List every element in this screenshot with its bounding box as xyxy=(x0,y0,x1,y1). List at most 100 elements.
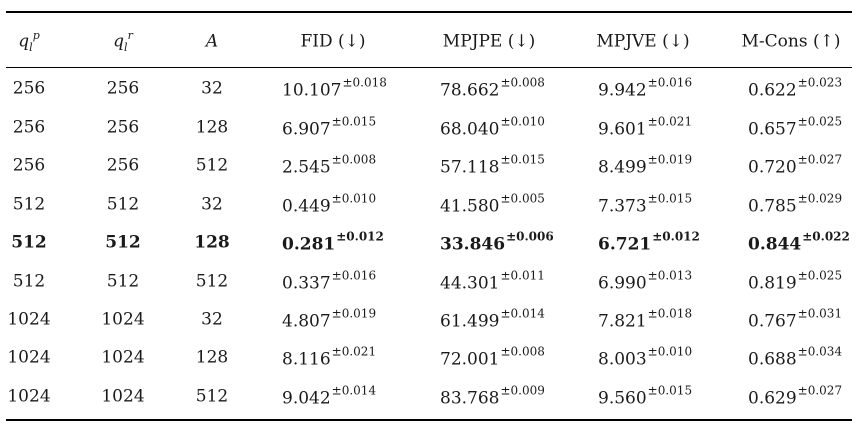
std-dev: ±0.021 xyxy=(647,114,693,129)
header-qlr: qlr xyxy=(113,28,133,55)
header-mpjve: MPJVE (↓) xyxy=(596,31,690,52)
cell-a: 32 xyxy=(201,309,223,330)
header-rule xyxy=(6,67,852,68)
std-dev: ±0.031 xyxy=(797,306,843,321)
cell-fid: 2.545±0.008 xyxy=(282,152,377,178)
cell-qlp: 512 xyxy=(12,271,46,292)
cell-qlp: 512 xyxy=(11,232,47,253)
cell-mpjve: 9.601±0.021 xyxy=(598,114,693,140)
cell-qlp: 1024 xyxy=(7,386,51,407)
cell-mcons: 0.767±0.031 xyxy=(748,306,843,332)
cell-mpjve: 8.003±0.010 xyxy=(598,344,693,370)
std-dev: ±0.022 xyxy=(802,229,850,244)
cell-a: 512 xyxy=(195,155,229,176)
std-dev: ±0.010 xyxy=(500,114,545,129)
cell-mpjpe: 68.040±0.010 xyxy=(440,114,545,140)
cell-a: 32 xyxy=(201,194,223,215)
std-dev: ±0.019 xyxy=(647,152,693,167)
cell-qlp: 256 xyxy=(12,117,46,138)
std-dev: ±0.021 xyxy=(331,344,377,359)
std-dev: ±0.025 xyxy=(797,114,843,129)
cell-mpjve: 6.721±0.012 xyxy=(598,229,700,255)
cell-mcons: 0.844±0.022 xyxy=(748,229,850,255)
std-dev: ±0.018 xyxy=(342,75,387,90)
std-dev: ±0.006 xyxy=(506,229,554,244)
cell-qlr: 512 xyxy=(106,271,140,292)
std-dev: ±0.015 xyxy=(331,114,377,129)
std-dev: ±0.034 xyxy=(797,344,843,359)
std-dev: ±0.005 xyxy=(500,191,545,206)
cell-qlr: 1024 xyxy=(101,386,145,407)
top-rule xyxy=(6,11,852,13)
cell-mpjpe: 44.301±0.011 xyxy=(440,268,545,294)
cell-fid: 0.281±0.012 xyxy=(282,229,384,255)
std-dev: ±0.025 xyxy=(797,268,843,283)
cell-qlp: 256 xyxy=(12,78,46,99)
cell-qlr: 256 xyxy=(106,155,140,176)
cell-a: 128 xyxy=(195,117,229,138)
cell-qlr: 1024 xyxy=(101,347,145,368)
cell-mpjve: 9.942±0.016 xyxy=(598,75,693,101)
std-dev: ±0.015 xyxy=(647,383,693,398)
cell-a: 32 xyxy=(201,78,223,99)
std-dev: ±0.016 xyxy=(331,268,377,283)
header-mcons: M-Cons (↑) xyxy=(741,31,841,52)
cell-qlp: 512 xyxy=(12,194,46,215)
std-dev: ±0.029 xyxy=(797,191,843,206)
std-dev: ±0.012 xyxy=(652,229,700,244)
cell-fid: 0.337±0.016 xyxy=(282,268,377,294)
cell-mpjpe: 41.580±0.005 xyxy=(440,191,545,217)
cell-a: 512 xyxy=(195,386,229,407)
std-dev: ±0.014 xyxy=(331,383,377,398)
std-dev: ±0.023 xyxy=(797,75,843,90)
cell-mpjve: 7.821±0.018 xyxy=(598,306,693,332)
cell-mpjve: 9.560±0.015 xyxy=(598,383,693,409)
std-dev: ±0.019 xyxy=(331,306,377,321)
std-dev: ±0.012 xyxy=(336,229,384,244)
std-dev: ±0.010 xyxy=(331,191,377,206)
cell-fid: 6.907±0.015 xyxy=(282,114,377,140)
cell-qlr: 256 xyxy=(106,78,140,99)
cell-mpjpe: 61.499±0.014 xyxy=(440,306,545,332)
cell-qlr: 512 xyxy=(105,232,141,253)
std-dev: ±0.008 xyxy=(331,152,377,167)
cell-qlr: 1024 xyxy=(101,309,145,330)
header-a: A xyxy=(205,31,219,52)
cell-qlp: 256 xyxy=(12,155,46,176)
cell-a: 128 xyxy=(195,347,229,368)
cell-mpjpe: 72.001±0.008 xyxy=(440,344,545,370)
header-mpjpe: MPJPE (↓) xyxy=(442,31,536,52)
cell-mpjve: 6.990±0.013 xyxy=(598,268,693,294)
cell-fid: 4.807±0.019 xyxy=(282,306,377,332)
cell-qlp: 1024 xyxy=(7,347,51,368)
cell-fid: 9.042±0.014 xyxy=(282,383,377,409)
cell-mpjve: 7.373±0.015 xyxy=(598,191,693,217)
cell-qlp: 1024 xyxy=(7,309,51,330)
std-dev: ±0.013 xyxy=(647,268,693,283)
cell-qlr: 256 xyxy=(106,117,140,138)
std-dev: ±0.015 xyxy=(500,152,545,167)
cell-fid: 10.107±0.018 xyxy=(282,75,387,101)
std-dev: ±0.027 xyxy=(797,383,843,398)
std-dev: ±0.008 xyxy=(500,75,545,90)
cell-mcons: 0.688±0.034 xyxy=(748,344,843,370)
cell-fid: 8.116±0.021 xyxy=(282,344,377,370)
cell-mcons: 0.785±0.029 xyxy=(748,191,843,217)
header-qlp: qlp xyxy=(18,28,40,55)
header-fid: FID (↓) xyxy=(300,31,366,52)
cell-mpjpe: 78.662±0.008 xyxy=(440,75,545,101)
cell-mcons: 0.819±0.025 xyxy=(748,268,843,294)
cell-mpjpe: 33.846±0.006 xyxy=(440,229,554,255)
std-dev: ±0.016 xyxy=(647,75,693,90)
bottom-rule xyxy=(6,419,852,421)
cell-a: 512 xyxy=(195,271,229,292)
cell-mpjpe: 57.118±0.015 xyxy=(440,152,545,178)
cell-mcons: 0.629±0.027 xyxy=(748,383,843,409)
cell-mpjve: 8.499±0.019 xyxy=(598,152,693,178)
cell-mcons: 0.622±0.023 xyxy=(748,75,843,101)
cell-qlr: 512 xyxy=(106,194,140,215)
std-dev: ±0.027 xyxy=(797,152,843,167)
std-dev: ±0.015 xyxy=(647,191,693,206)
cell-fid: 0.449±0.010 xyxy=(282,191,377,217)
std-dev: ±0.010 xyxy=(647,344,693,359)
